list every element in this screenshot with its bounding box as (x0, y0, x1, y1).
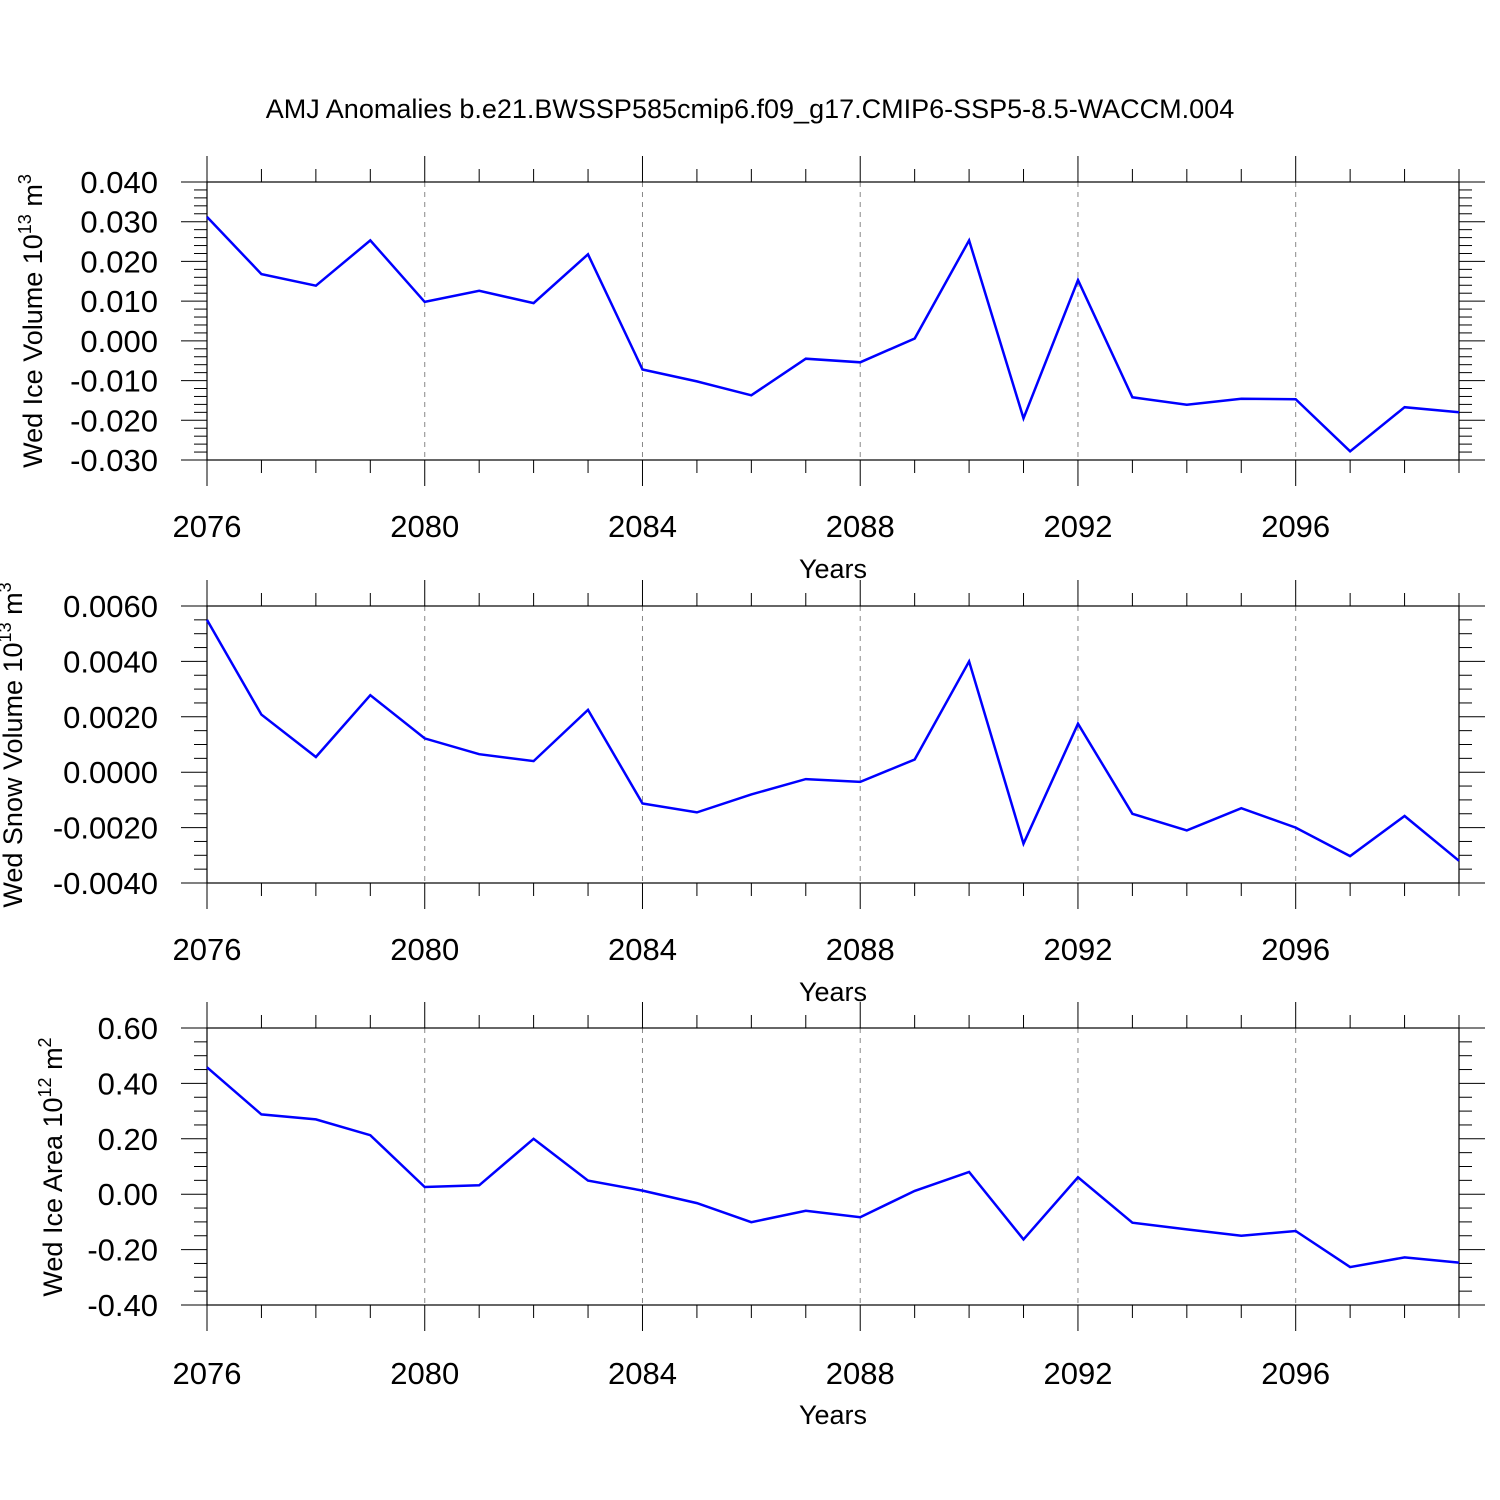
y-tick-label: 0.00 (98, 1177, 158, 1212)
figure-title: AMJ Anomalies b.e21.BWSSP585cmip6.f09_g1… (266, 94, 1234, 124)
series-line (205, 619, 1460, 862)
y-tick-label: -0.020 (70, 403, 158, 438)
x-tick-label: 2096 (1261, 509, 1330, 544)
y-tick-label: 0.0040 (63, 644, 158, 679)
x-tick-label: 2092 (1043, 932, 1112, 967)
y-axis-title: Wed Snow Volume 1013 m3 (0, 582, 28, 907)
y-tick-label: 0.030 (80, 205, 158, 240)
y-tick-label: 0.0020 (63, 700, 158, 735)
y-tick-label: -0.20 (87, 1233, 158, 1268)
y-tick-label: -0.0020 (53, 811, 158, 846)
x-tick-label: 2096 (1261, 1356, 1330, 1391)
plot-frame (206, 605, 1460, 884)
y-tick-label: -0.40 (87, 1288, 158, 1323)
x-tick-label: 2088 (826, 509, 895, 544)
y-tick-label: 0.60 (98, 1011, 158, 1046)
y-axis-title: Wed Ice Volume 1013 m3 (15, 174, 48, 468)
x-tick-label: 2092 (1043, 509, 1112, 544)
x-tick-label: 2076 (173, 932, 242, 967)
y-tick-label: 0.000 (80, 324, 158, 359)
series-line (206, 1066, 1460, 1269)
y-tick-label: -0.030 (70, 443, 158, 478)
x-axis-title: Years (799, 1400, 867, 1430)
x-tick-label: 2080 (390, 1356, 459, 1391)
y-tick-label: -0.0040 (53, 866, 158, 901)
y-tick-label: 0.040 (80, 165, 158, 200)
x-tick-label: 2088 (826, 932, 895, 967)
y-tick-label: 0.010 (80, 284, 158, 319)
panel-3: -0.40 -0.20 0.00 0.20 0.40 0.60 2076 2080 2084 20… (35, 1002, 1485, 1430)
x-tick-label: 2076 (173, 1356, 242, 1391)
y-tick-label: 0.20 (98, 1122, 158, 1157)
x-tick-label: 2096 (1261, 932, 1330, 967)
y-tick-label: 0.0060 (63, 589, 158, 624)
panel-1: -0.030 -0.020 -0.010 0.000 0.010 0.020 0.030 0.… (15, 156, 1485, 584)
x-tick-label: 2092 (1043, 1356, 1112, 1391)
plot-frame (206, 1027, 1460, 1306)
y-tick-label: 0.0000 (63, 755, 158, 790)
y-tick-label: 0.020 (80, 244, 158, 279)
x-tick-label: 2076 (173, 509, 242, 544)
plot-frame (206, 181, 1460, 461)
x-tick-label: 2084 (608, 932, 677, 967)
y-tick-label: 0.40 (98, 1066, 158, 1101)
x-tick-label: 2088 (826, 1356, 895, 1391)
x-axis-title: Years (799, 554, 867, 584)
y-axis-title: Wed Ice Area 1012 m2 (35, 1037, 68, 1296)
x-tick-label: 2084 (608, 509, 677, 544)
series-line (206, 216, 1460, 453)
x-axis-title: Years (799, 977, 867, 1007)
x-tick-label: 2080 (390, 509, 459, 544)
x-tick-label: 2080 (390, 932, 459, 967)
panel-2: -0.0040 -0.0020 0.0000 0.0020 0.0040 0.0060 20… (0, 580, 1485, 1007)
x-tick-label: 2084 (608, 1356, 677, 1391)
y-tick-label: -0.010 (70, 364, 158, 399)
